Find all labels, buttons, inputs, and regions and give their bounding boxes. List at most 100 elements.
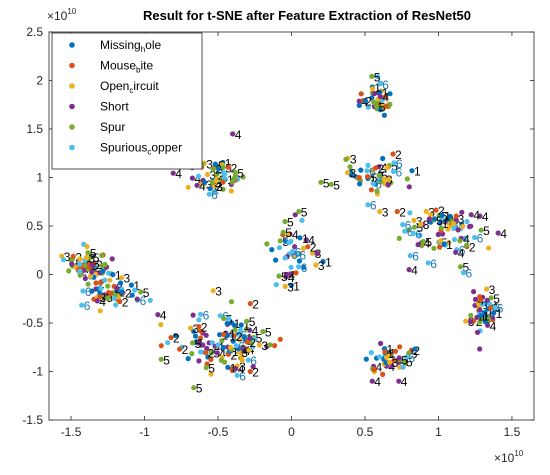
data-point (369, 73, 375, 79)
point-class-label: 6 (241, 328, 248, 342)
data-point (256, 342, 262, 348)
data-point (402, 228, 408, 234)
x-exponent-power: 10 (514, 449, 523, 458)
point-class-label: 3 (382, 206, 389, 220)
data-point (396, 355, 402, 361)
point-class-label: 5 (90, 247, 97, 261)
data-point (300, 245, 306, 251)
data-point (347, 164, 353, 170)
data-point (386, 176, 392, 182)
point-class-label: 4 (252, 324, 259, 338)
data-point (358, 167, 364, 173)
point-class-label: 5 (143, 286, 150, 300)
data-point (132, 287, 138, 293)
data-point (251, 336, 258, 342)
data-point (276, 273, 282, 279)
data-point (285, 232, 291, 238)
data-point (158, 322, 164, 328)
point-class-label: 1 (382, 86, 389, 100)
data-point (244, 318, 250, 324)
data-point (439, 212, 445, 218)
point-class-label: 1 (444, 209, 451, 223)
data-point (244, 326, 250, 332)
data-point (377, 94, 383, 100)
data-point (107, 277, 113, 283)
data-point (105, 295, 111, 301)
point-class-label: 3 (88, 252, 95, 266)
point-class-label: 2 (399, 206, 406, 220)
data-point (437, 244, 443, 250)
point-class-label: 4 (401, 375, 408, 389)
data-point (108, 291, 114, 297)
data-point (198, 349, 204, 355)
data-point (89, 269, 95, 275)
point-class-label: 6 (140, 294, 147, 308)
point-class-label: 1 (133, 279, 140, 293)
data-point (381, 176, 387, 182)
data-point (488, 295, 494, 301)
data-point (404, 176, 410, 182)
point-class-label: 4 (219, 347, 226, 361)
data-point (282, 255, 288, 261)
data-point (230, 131, 236, 137)
data-point (365, 104, 371, 110)
point-class-label: 5 (483, 224, 490, 238)
point-class-label: 5 (323, 176, 330, 190)
point-class-label: 3 (318, 259, 325, 273)
data-point (100, 268, 106, 274)
point-class-label: 4 (194, 172, 201, 186)
point-class-label: 5 (379, 101, 386, 115)
data-point (99, 263, 105, 269)
point-class-label: 6 (85, 285, 92, 299)
data-point (437, 220, 443, 226)
data-point (453, 213, 459, 219)
point-class-label: 6 (396, 165, 403, 179)
point-class-label: 5 (195, 337, 202, 351)
point-class-label: 1 (293, 279, 300, 293)
y-tick-label: 1.5 (26, 122, 43, 136)
data-point (248, 340, 254, 346)
data-point (459, 209, 465, 215)
point-class-label: 4 (382, 91, 389, 105)
data-point (387, 351, 393, 357)
data-point (431, 245, 437, 251)
point-class-label: 6 (250, 354, 257, 368)
data-point (356, 102, 362, 108)
point-class-label: 6 (396, 157, 403, 171)
point-class-label: 2 (208, 347, 215, 361)
data-point (447, 213, 453, 219)
point-class-label: 1 (414, 165, 421, 179)
legend-entry-label: Mousebite (100, 59, 153, 75)
point-class-label: 2 (438, 204, 445, 218)
point-class-label: 1 (389, 346, 396, 360)
data-point (455, 227, 461, 233)
data-point (93, 280, 99, 286)
data-point (85, 250, 91, 256)
data-point (272, 343, 278, 349)
point-class-label: 6 (301, 261, 308, 275)
data-point (313, 262, 319, 268)
point-class-label: 2 (252, 298, 259, 312)
data-point (417, 232, 423, 238)
data-point (364, 168, 370, 174)
plot-marks: 2543223522525134122621556362453652311454… (59, 70, 507, 396)
data-point (267, 342, 273, 348)
point-class-label: 4 (479, 311, 486, 325)
data-point (293, 270, 299, 276)
data-point (378, 340, 384, 347)
data-point (357, 181, 363, 187)
data-point (221, 315, 227, 322)
data-point (247, 368, 253, 375)
data-point (396, 378, 402, 384)
point-class-label: 2 (378, 162, 385, 176)
data-point (403, 354, 409, 360)
data-point (185, 184, 191, 190)
point-class-label: 1 (232, 345, 239, 359)
data-point (426, 216, 432, 222)
point-class-label: 5 (93, 251, 100, 265)
data-point (381, 112, 387, 118)
point-class-label: 1 (225, 157, 232, 171)
data-point (97, 294, 103, 300)
point-class-label: 5 (493, 292, 500, 306)
data-point (214, 350, 220, 356)
